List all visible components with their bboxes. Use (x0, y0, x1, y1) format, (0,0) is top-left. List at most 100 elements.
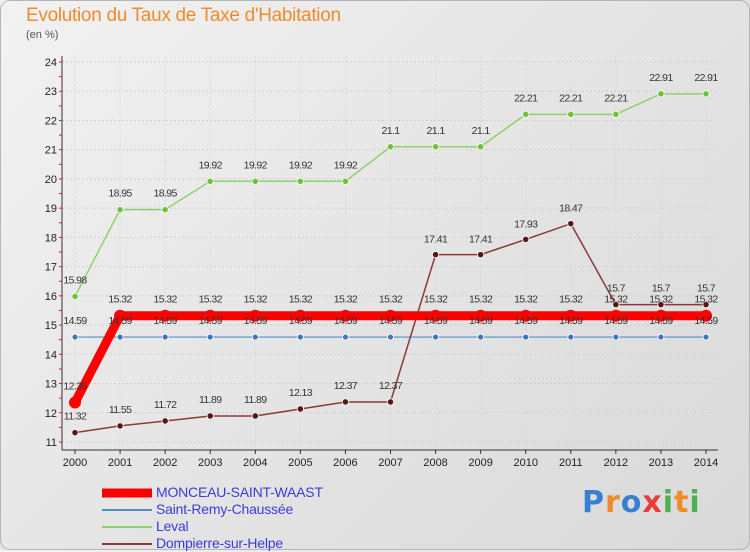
data-point (702, 90, 710, 98)
data-point (612, 301, 620, 309)
logo-letter: x (642, 485, 663, 520)
data-point (161, 417, 169, 425)
data-label: 15.32 (334, 294, 358, 306)
data-point (206, 412, 214, 420)
y-tick-label: 13 (45, 379, 57, 391)
data-label: 15.32 (108, 294, 132, 306)
data-label: 14.59 (108, 315, 132, 327)
data-point (612, 333, 620, 341)
legend-label: MONCEAU-SAINT-WAAST (156, 484, 323, 500)
x-tick-label: 2010 (513, 457, 537, 469)
data-label: 15.32 (469, 294, 493, 306)
data-label: 12.13 (289, 387, 313, 399)
data-point (522, 110, 530, 118)
data-point (432, 333, 439, 341)
data-point (522, 235, 530, 244)
data-label: 19.92 (334, 159, 358, 171)
data-label: 18.95 (108, 188, 132, 200)
data-label: 11.89 (199, 394, 222, 406)
data-label: 22.91 (649, 72, 673, 84)
line-chart: 11 12 13 14 15 16 17 18 19 20 21 22 23 24 2000 2001 2002… (45, 56, 719, 469)
data-point (204, 309, 217, 322)
data-point (71, 429, 79, 437)
data-label: 18.47 (559, 203, 583, 215)
data-point (206, 177, 214, 185)
data-label: 15.32 (649, 294, 673, 306)
data-point (159, 309, 172, 322)
chart-subtitle: (en %) (26, 29, 59, 41)
data-point (700, 309, 712, 322)
y-tick-label: 19 (45, 203, 57, 215)
data-point (654, 309, 667, 322)
data-point (116, 422, 124, 430)
data-label: 14.59 (379, 315, 403, 327)
data-point (522, 333, 530, 341)
x-tick-label: 2009 (468, 457, 492, 469)
data-label: 15.32 (604, 294, 628, 306)
x-tick-label: 2007 (378, 457, 402, 469)
y-tick-label: 24 (45, 57, 57, 69)
x-tick-label: 2005 (288, 457, 312, 469)
data-label: 15.32 (244, 294, 268, 306)
data-point (71, 292, 79, 301)
data-label: 14.59 (154, 315, 178, 327)
data-label: 14.59 (199, 315, 223, 327)
data-point (567, 220, 575, 228)
data-point (161, 333, 169, 341)
y-tick-label: 17 (45, 262, 57, 274)
x-tick-label: 2008 (423, 457, 447, 469)
data-label: 15.32 (379, 294, 403, 306)
y-tick-label: 16 (45, 291, 57, 303)
data-point (386, 398, 395, 406)
data-label: 11.32 (64, 411, 87, 423)
data-point (567, 333, 575, 341)
data-label: 14.59 (559, 315, 583, 327)
data-point (341, 398, 350, 406)
data-label: 21.1 (427, 125, 446, 137)
chart-title: Evolution du Taux de Taxe d'Habitation (26, 5, 341, 26)
data-label: 15.7 (652, 283, 671, 295)
y-tick-label: 15 (45, 320, 57, 332)
data-point (657, 333, 665, 341)
data-label: 12.37 (379, 380, 403, 392)
data-label: 15.7 (697, 283, 716, 295)
logo-letter: t (674, 485, 690, 520)
data-point (431, 143, 440, 151)
data-point (702, 333, 710, 341)
data-label: 14.59 (424, 315, 448, 327)
data-point (477, 333, 485, 341)
data-point (251, 177, 259, 185)
data-point (296, 177, 304, 185)
proxiti-logo: Proxiti (582, 485, 701, 520)
data-point (116, 333, 124, 341)
data-label: 14.59 (694, 315, 718, 327)
data-point (702, 301, 710, 309)
y-tick-label: 22 (45, 115, 57, 127)
data-point (296, 405, 304, 413)
data-label: 15.32 (154, 294, 178, 306)
data-point (429, 309, 442, 322)
y-tick-label: 12 (45, 408, 57, 420)
data-label: 18.95 (154, 188, 178, 200)
data-point (657, 301, 665, 309)
logo-letter: i (662, 485, 675, 520)
data-label: 14.59 (514, 315, 538, 327)
data-label: 15.32 (694, 294, 718, 306)
data-label: 11.89 (244, 394, 267, 406)
legend-swatch (102, 508, 152, 511)
x-tick-label: 2000 (63, 457, 87, 469)
x-tick-label: 2014 (694, 457, 718, 469)
data-label: 19.92 (199, 159, 223, 171)
y-tick-label: 21 (45, 145, 57, 157)
data-label: 21.1 (381, 125, 400, 137)
data-label: 15.32 (559, 294, 583, 306)
data-label: 22.21 (559, 92, 583, 104)
data-point (69, 396, 81, 409)
data-point (342, 333, 349, 341)
data-point (431, 251, 440, 259)
x-tick-label: 2006 (333, 457, 357, 469)
data-point (114, 309, 127, 322)
legend-label: Leval (156, 518, 189, 534)
logo-letter: o (620, 485, 643, 520)
data-point (251, 412, 259, 420)
